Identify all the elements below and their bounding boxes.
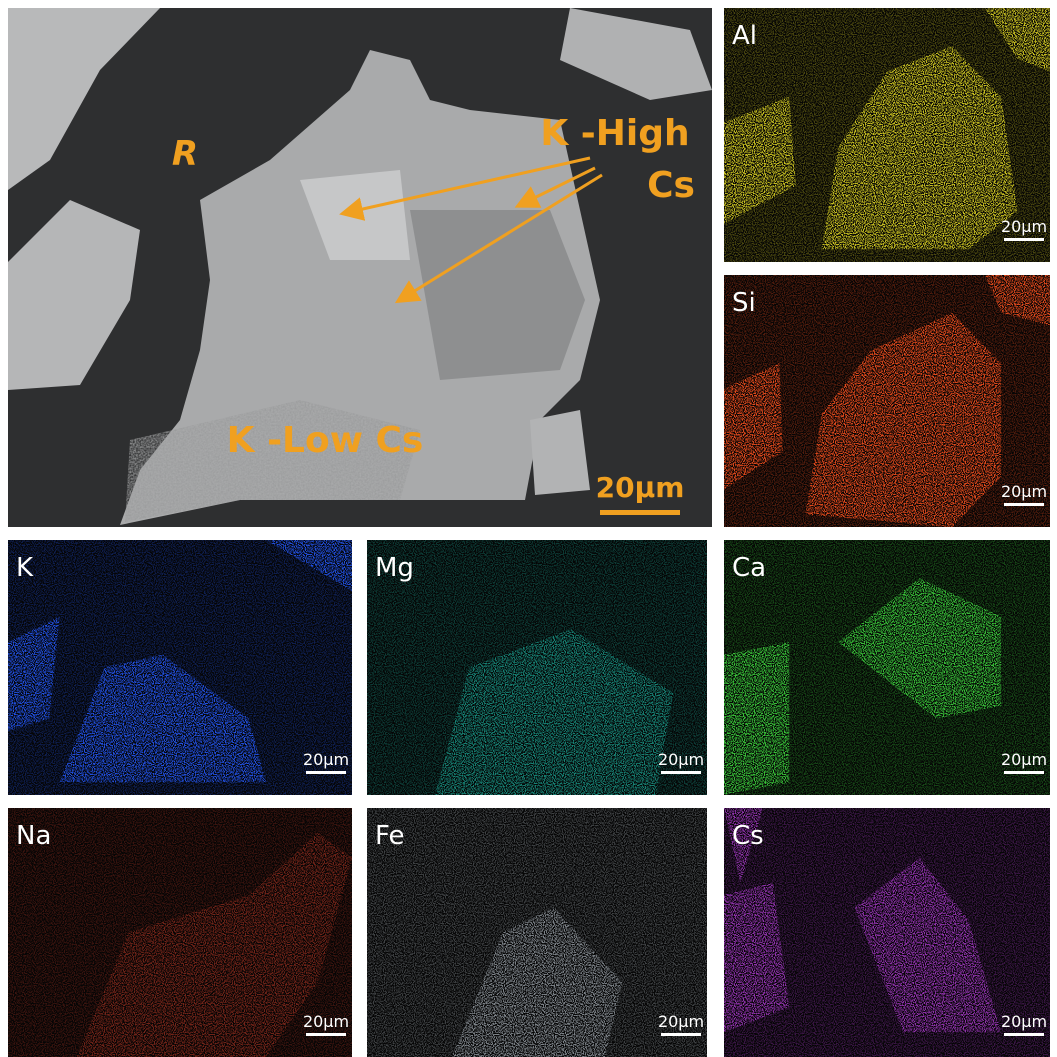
element-map: Al 20μm xyxy=(724,8,1050,262)
scale-bar-label: 20μm xyxy=(1001,1012,1047,1031)
k-high-label: K -High xyxy=(540,113,689,154)
scale-bar xyxy=(1004,1033,1044,1036)
element-map: Ca 20μm xyxy=(724,540,1050,795)
bse-image: R K -High Cs K -Low Cs 20μm xyxy=(8,8,712,527)
map-region xyxy=(435,629,673,795)
element-label: Cs xyxy=(732,821,764,851)
map-region xyxy=(854,857,1002,1033)
scale-bar xyxy=(600,510,680,515)
map-region xyxy=(805,312,1002,527)
map-region xyxy=(724,642,790,795)
map-region xyxy=(59,654,266,783)
map-region xyxy=(838,578,1002,719)
scale-bar xyxy=(1004,238,1044,241)
element-map: Fe 20μm xyxy=(367,808,707,1057)
element-label: Mg xyxy=(375,553,414,583)
element-label: Na xyxy=(16,821,51,851)
scale-bar xyxy=(306,1033,346,1036)
element-map: Cs 20μm xyxy=(724,808,1050,1057)
map-region xyxy=(266,540,352,591)
element-label: Ca xyxy=(732,553,766,583)
scale-bar-label: 20μm xyxy=(1001,482,1047,501)
scale-bar xyxy=(1004,771,1044,774)
map-region xyxy=(821,46,1018,250)
element-map: K 20μm xyxy=(8,540,352,795)
scale-bar-label: 20μm xyxy=(658,1012,704,1031)
map-region xyxy=(76,832,353,1057)
element-map: Mg 20μm xyxy=(367,540,707,795)
map-region xyxy=(724,882,790,1033)
map-region xyxy=(8,616,60,732)
map-region xyxy=(984,8,1050,72)
element-map: Na 20μm xyxy=(8,808,353,1057)
scale-bar-label: 20μm xyxy=(596,471,685,504)
element-label: Fe xyxy=(375,821,405,851)
k-high-label: Cs xyxy=(647,165,695,206)
map-region xyxy=(724,363,783,490)
scale-bar xyxy=(661,771,701,774)
element-label: K xyxy=(16,553,34,583)
scale-bar-label: 20μm xyxy=(303,1012,349,1031)
element-map: Si 20μm xyxy=(724,275,1050,527)
map-region xyxy=(724,96,796,224)
map-region xyxy=(724,808,764,883)
scale-bar xyxy=(1004,503,1044,506)
scale-bar-label: 20μm xyxy=(1001,750,1047,769)
element-label: Al xyxy=(732,21,757,51)
scale-bar-label: 20μm xyxy=(303,750,349,769)
scale-bar xyxy=(661,1033,701,1036)
scale-bar xyxy=(306,771,346,774)
scale-bar-label: 20μm xyxy=(658,750,704,769)
region-label: R xyxy=(172,134,198,174)
map-region xyxy=(452,907,622,1057)
element-label: Si xyxy=(732,288,756,318)
map-region xyxy=(984,275,1050,326)
k-low-label: K -Low Cs xyxy=(227,420,424,461)
scale-bar-label: 20μm xyxy=(1001,217,1047,236)
